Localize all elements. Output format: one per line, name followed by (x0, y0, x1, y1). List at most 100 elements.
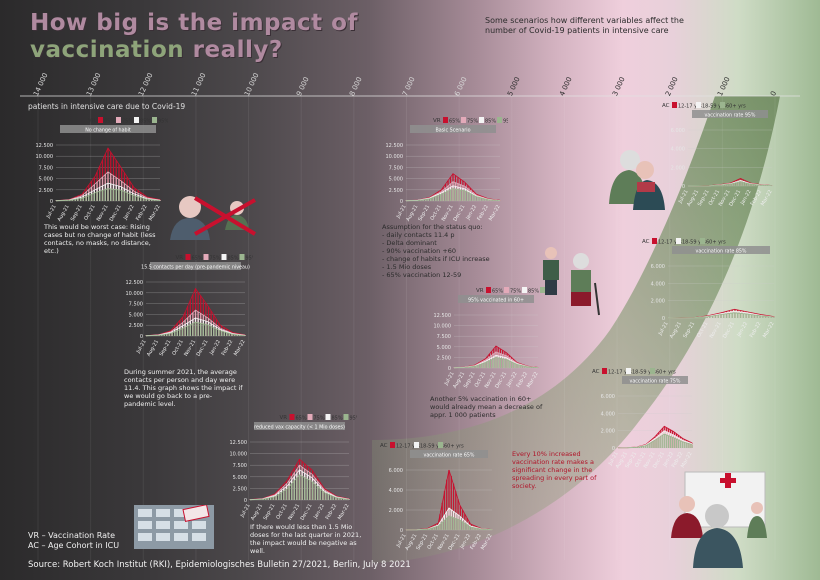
x-tick-label: Mar-22 (148, 204, 162, 222)
legend-swatch (438, 442, 443, 448)
legend-prefix: AC (642, 239, 650, 245)
vaccine-vials-illustration (134, 505, 214, 549)
legend-swatch (461, 117, 466, 123)
chart-title-bar (150, 262, 241, 270)
y-tick-label: 12.500 (230, 440, 248, 446)
y-tick-label: 7.500 (39, 165, 53, 171)
vaccination-center-illustration (671, 471, 767, 568)
x-tick-label: Sep-21 (158, 339, 172, 357)
chart-legend: VR 65% 75% 85% 95% (280, 414, 357, 422)
x-tick-label: Aug-21 (669, 321, 683, 340)
legend-label: 95% (158, 119, 168, 125)
series-95- (55, 188, 161, 202)
title-text-2: really? (184, 37, 283, 63)
legend-swatch (486, 287, 491, 293)
legend-label: 65% (492, 289, 503, 295)
legend-prefix: AC (592, 369, 600, 375)
chart-title: reduced vax capacity (< 1 Mio doses) (254, 424, 345, 430)
y-tick-label: 0 (448, 366, 451, 372)
legend-label: 65% (296, 416, 307, 422)
x-tick-label: Oct-21 (696, 321, 710, 339)
x-tick-label: Jul-21 (239, 503, 252, 519)
x-tick-label: Jan-22 (736, 321, 750, 339)
y-tick-label: 2.500 (437, 355, 451, 361)
legend-vr: VR – Vaccination Rate (28, 531, 116, 540)
legend-swatch (185, 254, 191, 260)
y-tick-label: 5.000 (129, 312, 143, 318)
series-line (617, 433, 693, 449)
legend-label: 60+ yrs (656, 370, 676, 376)
x-tick-label: Jul-21 (45, 204, 58, 220)
legend-swatch (700, 238, 705, 244)
y-tick-label: 2.500 (233, 486, 247, 492)
note-basic-scenario: Assumption for the status quo: - daily c… (382, 223, 490, 279)
y-tick-label: 0 (682, 184, 685, 190)
y-tick-label: 7.500 (389, 165, 403, 171)
legend-label: 85% (332, 416, 343, 422)
legend-prefix: VR (280, 415, 288, 421)
note-sixty-plus: Another 5% vaccination in 60+ would alre… (430, 395, 543, 419)
y-tick-label: 5.000 (389, 177, 403, 183)
chart-title: No change of habit (85, 127, 131, 133)
chart-vax-rate-95: AC 12-17 yrs 18-59 yrs 60+ yrs vaccination r… (662, 102, 774, 208)
x-tick-label: Dec-21 (299, 503, 313, 521)
y-tick-label: 12.500 (36, 143, 54, 149)
elderly-couple-illustration (609, 150, 665, 210)
y-tick-label: 2.000 (601, 429, 615, 435)
y-tick-label: 2.500 (129, 323, 143, 329)
x-tick-label: Dec-21 (452, 204, 466, 222)
chart-vax-rate-65: AC 12-17 yrs 18-59 yrs 60+ yrs vaccination r… (380, 442, 494, 552)
chart-legend: VR 65% 75% 85% 95% (433, 117, 508, 125)
legend-swatch (672, 102, 677, 108)
legend-swatch (443, 117, 448, 123)
chart-legend: AC 12-17 yrs 18-59 yrs 60+ yrs (662, 102, 746, 110)
legend-prefix: AC (380, 443, 388, 449)
y-tick-label: 0 (612, 446, 615, 452)
legend-swatch (650, 368, 655, 374)
y-tick-label: 2.000 (671, 165, 685, 171)
legend-swatch (98, 117, 103, 123)
legend-label: 75% (210, 256, 221, 262)
series-60-yrs (617, 433, 693, 449)
x-tick-label: Jan-22 (122, 204, 136, 222)
note-worst-case: This would be worst case: Rising cases b… (44, 223, 156, 255)
series-line (145, 317, 246, 337)
legend-label: 65% (192, 256, 203, 262)
legend-label: 85% (528, 289, 539, 295)
y-tick-label: 2.500 (39, 188, 53, 194)
legend-label: 65% (104, 119, 115, 125)
series-line (667, 312, 775, 319)
x-tick-label: Feb-22 (749, 321, 763, 339)
x-tick-label: Dec-21 (109, 204, 123, 222)
series-line (453, 356, 539, 369)
legend-label: 75% (467, 119, 478, 125)
note-doses: If there would less than 1.5 Mio doses f… (250, 523, 362, 555)
y-tick-label: 0 (662, 316, 665, 322)
x-tick-label: Sep-21 (682, 321, 696, 339)
chart-legend: AC 12-17 yrs 18-59 yrs 60+ yrs (592, 368, 676, 376)
series-line (145, 321, 246, 337)
legend-label: 65% (449, 119, 460, 125)
chart-legend: VR 65% 75% 85% 95% (88, 117, 168, 125)
chart-title-bar (622, 376, 688, 384)
chart-title-bar (254, 422, 345, 430)
chart-basic-scenario: VR 65% 75% 85% 95% Basic Scenario 12.500 10.000… (386, 117, 508, 223)
series-60-yrs (667, 312, 775, 319)
chart-vax-rate-85: AC 12-17 yrs 18-59 yrs 60+ yrs vaccination r… (642, 238, 776, 340)
note-contacts: During summer 2021, the average contacts… (124, 368, 243, 408)
y-tick-label: 12.500 (434, 313, 452, 319)
legend-swatch (221, 254, 227, 260)
x-tick-label: Mar-22 (488, 204, 502, 222)
legend-label: 60+ yrs (706, 240, 726, 246)
legend-label: 12-17 yrs (396, 444, 420, 450)
legend-swatch (504, 287, 509, 293)
legend-label: 60+ yrs (726, 104, 746, 110)
series-95- (249, 474, 350, 501)
x-tick-label: Aug-21 (57, 204, 71, 223)
page-title: How big is the impact of vaccination rea… (30, 10, 500, 64)
source-citation: Source: Robert Koch Institut (RKI), Epid… (28, 560, 411, 570)
x-tick-label: Mar-22 (337, 503, 351, 521)
chart-legend: AC 12-17 yrs 18-59 yrs 60+ yrs (380, 442, 464, 450)
